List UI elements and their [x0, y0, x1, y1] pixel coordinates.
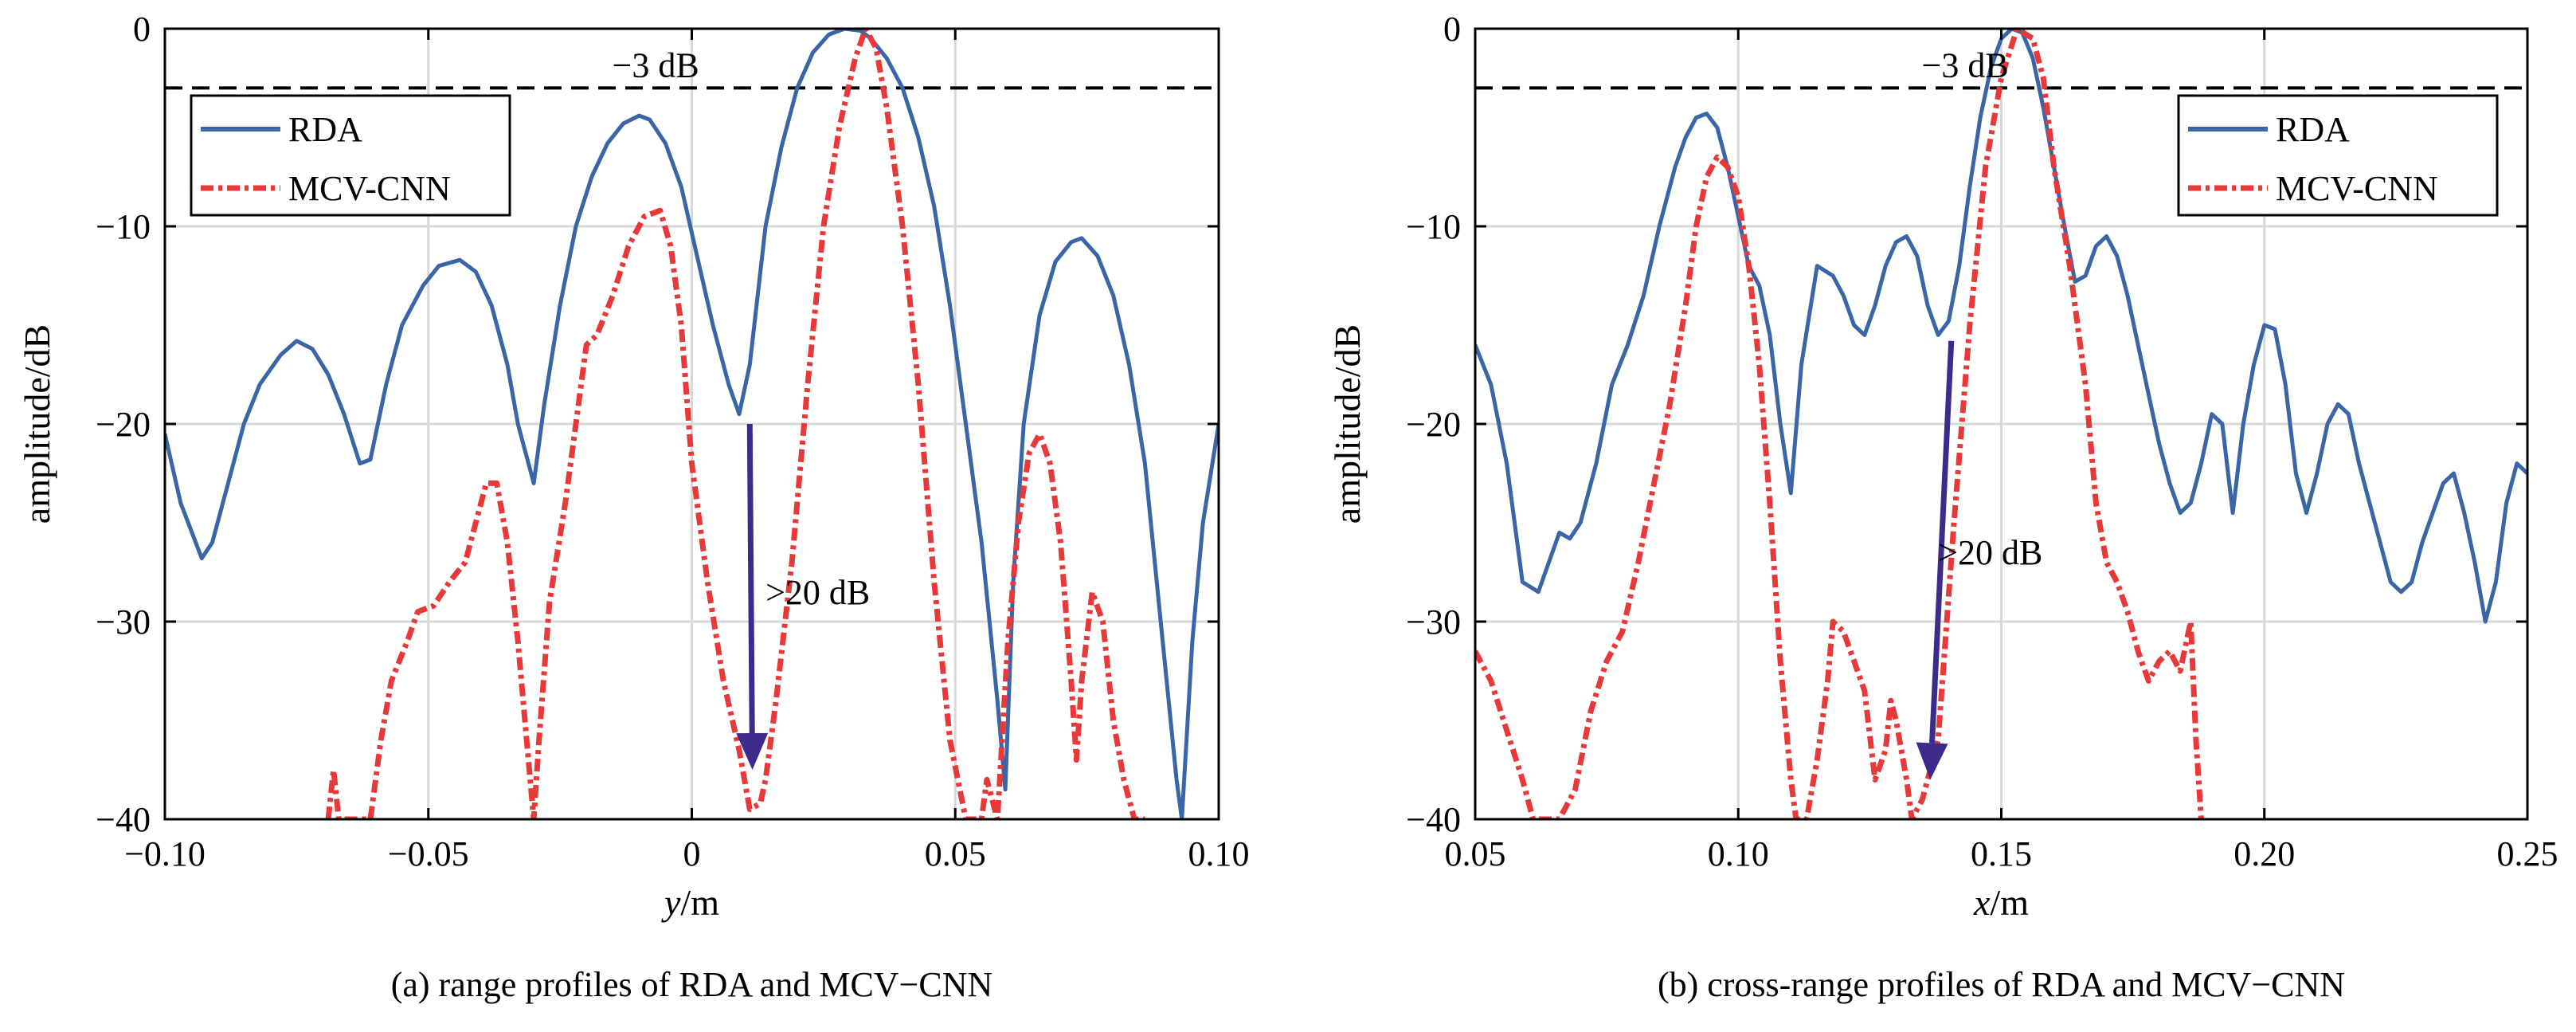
x-tick-label: 0.20 [2233, 834, 2295, 873]
annotation-label-a: >20 dB [765, 573, 870, 612]
x-tick-label: −0.10 [124, 834, 206, 873]
y-tick-label: −40 [1406, 800, 1461, 839]
y-tick-label: −30 [1406, 602, 1461, 642]
x-tick-label: −0.05 [388, 834, 469, 873]
x-axis-var-a: y [661, 882, 681, 923]
x-tick-label: 0.15 [1971, 834, 2032, 873]
legend-box [190, 94, 511, 217]
x-tick-label: 0.05 [1445, 834, 1506, 873]
series-line-rda [1475, 29, 2527, 624]
x-axis-label-a: y/m [661, 882, 719, 923]
x-axis-var-b: x [1973, 882, 1991, 923]
annotation-arrow-shaft [746, 423, 755, 734]
x-tick-label: 0 [683, 834, 701, 873]
panel-b: 0.05 0.10 0.15 0.20 0.25 0 −10 −20 −30 −40 RDA MCV… [1327, 10, 2558, 1004]
ref-line-label-a: −3 dB [613, 45, 699, 84]
panel-a: −0.10 −0.05 0 0.05 0.10 0 −10 −20 −30 −40 RDA MCV-… [17, 10, 1250, 1004]
grid-a [165, 29, 1219, 819]
legend-box [2177, 94, 2499, 217]
ticks-b: 0.05 0.10 0.15 0.20 0.25 0 −10 −20 −30 −40 [1406, 10, 2558, 873]
grid-b [1475, 29, 2527, 819]
y-tick-label: −10 [96, 207, 151, 246]
y-tick-label: 0 [1443, 10, 1461, 49]
annotation-arrow-head [736, 732, 769, 770]
annotation-label-b: >20 dB [1938, 533, 2042, 572]
legend-label-rda: RDA [2276, 110, 2350, 149]
x-axis-unit-b: /m [1990, 882, 2029, 923]
y-tick-label: −20 [1406, 405, 1461, 444]
annotation-arrow-shaft [1929, 340, 1955, 744]
y-tick-label: −10 [1406, 207, 1461, 246]
series-group-a [165, 29, 1219, 819]
series-line-mcv-cnn [325, 29, 1145, 819]
annotation-arrow-a [736, 423, 769, 770]
x-tick-label: 0.10 [1188, 834, 1250, 873]
y-tick-label: 0 [133, 10, 151, 49]
annotation-arrow-b [1916, 340, 1955, 780]
y-tick-label: −40 [96, 800, 151, 839]
series-line-mcv-cnn [1475, 29, 2204, 819]
legend-b: RDA MCV-CNN [2177, 94, 2499, 217]
x-axis-unit-a: /m [680, 882, 719, 923]
y-tick-label: −30 [96, 602, 151, 642]
series-line-rda [165, 29, 1219, 819]
y-tick-label: −20 [96, 405, 151, 444]
ref-line-label-b: −3 dB [1922, 45, 2009, 84]
caption-b: (b) cross-range profiles of RDA and MCV−… [1658, 965, 2345, 1004]
legend-a: RDA MCV-CNN [190, 94, 511, 217]
legend-label-mcv-cnn: MCV-CNN [2276, 169, 2438, 208]
series-group-b [1475, 29, 2527, 819]
legend-label-rda: RDA [288, 110, 362, 149]
ticks-a: −0.10 −0.05 0 0.05 0.10 0 −10 −20 −30 −40 [96, 10, 1249, 873]
caption-a: (a) range profiles of RDA and MCV−CNN [391, 965, 993, 1004]
x-tick-label: 0.10 [1708, 834, 1769, 873]
y-axis-label-a: amplitude/dB [17, 324, 57, 524]
annotation-arrow-head [1916, 742, 1948, 780]
y-axis-label-b: amplitude/dB [1327, 324, 1368, 524]
legend-label-mcv-cnn: MCV-CNN [288, 169, 451, 208]
x-tick-label: 0.25 [2497, 834, 2558, 873]
x-axis-label-b: x/m [1973, 882, 2029, 923]
x-tick-label: 0.05 [925, 834, 986, 873]
